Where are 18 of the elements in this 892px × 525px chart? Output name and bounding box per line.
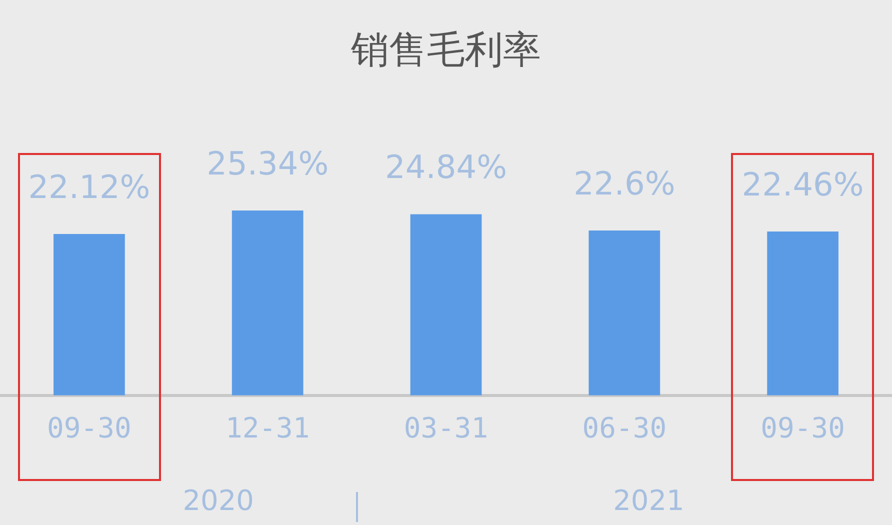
text: 2021 xyxy=(613,484,684,517)
data-label: 22.12% xyxy=(28,168,150,206)
data-label: 24.84% xyxy=(384,148,508,186)
chart-title: 销售毛利率 xyxy=(350,28,541,72)
bar xyxy=(410,214,482,396)
x-tick-label: 03-31 xyxy=(404,411,488,444)
bar xyxy=(588,230,660,396)
x-tick-label: 12-31 xyxy=(225,411,310,444)
bar xyxy=(232,210,304,396)
data-label: 25.34% xyxy=(206,144,329,183)
bar xyxy=(767,232,838,396)
x-tick-label: 06-30 xyxy=(582,411,667,444)
x-tick-label: 09-30 xyxy=(760,411,845,444)
text: 2020 xyxy=(182,484,254,517)
bar xyxy=(54,234,125,396)
x-tick-label: 09-30 xyxy=(47,411,132,444)
data-label: 22.6% xyxy=(574,164,676,203)
data-label: 22.46% xyxy=(742,166,864,204)
